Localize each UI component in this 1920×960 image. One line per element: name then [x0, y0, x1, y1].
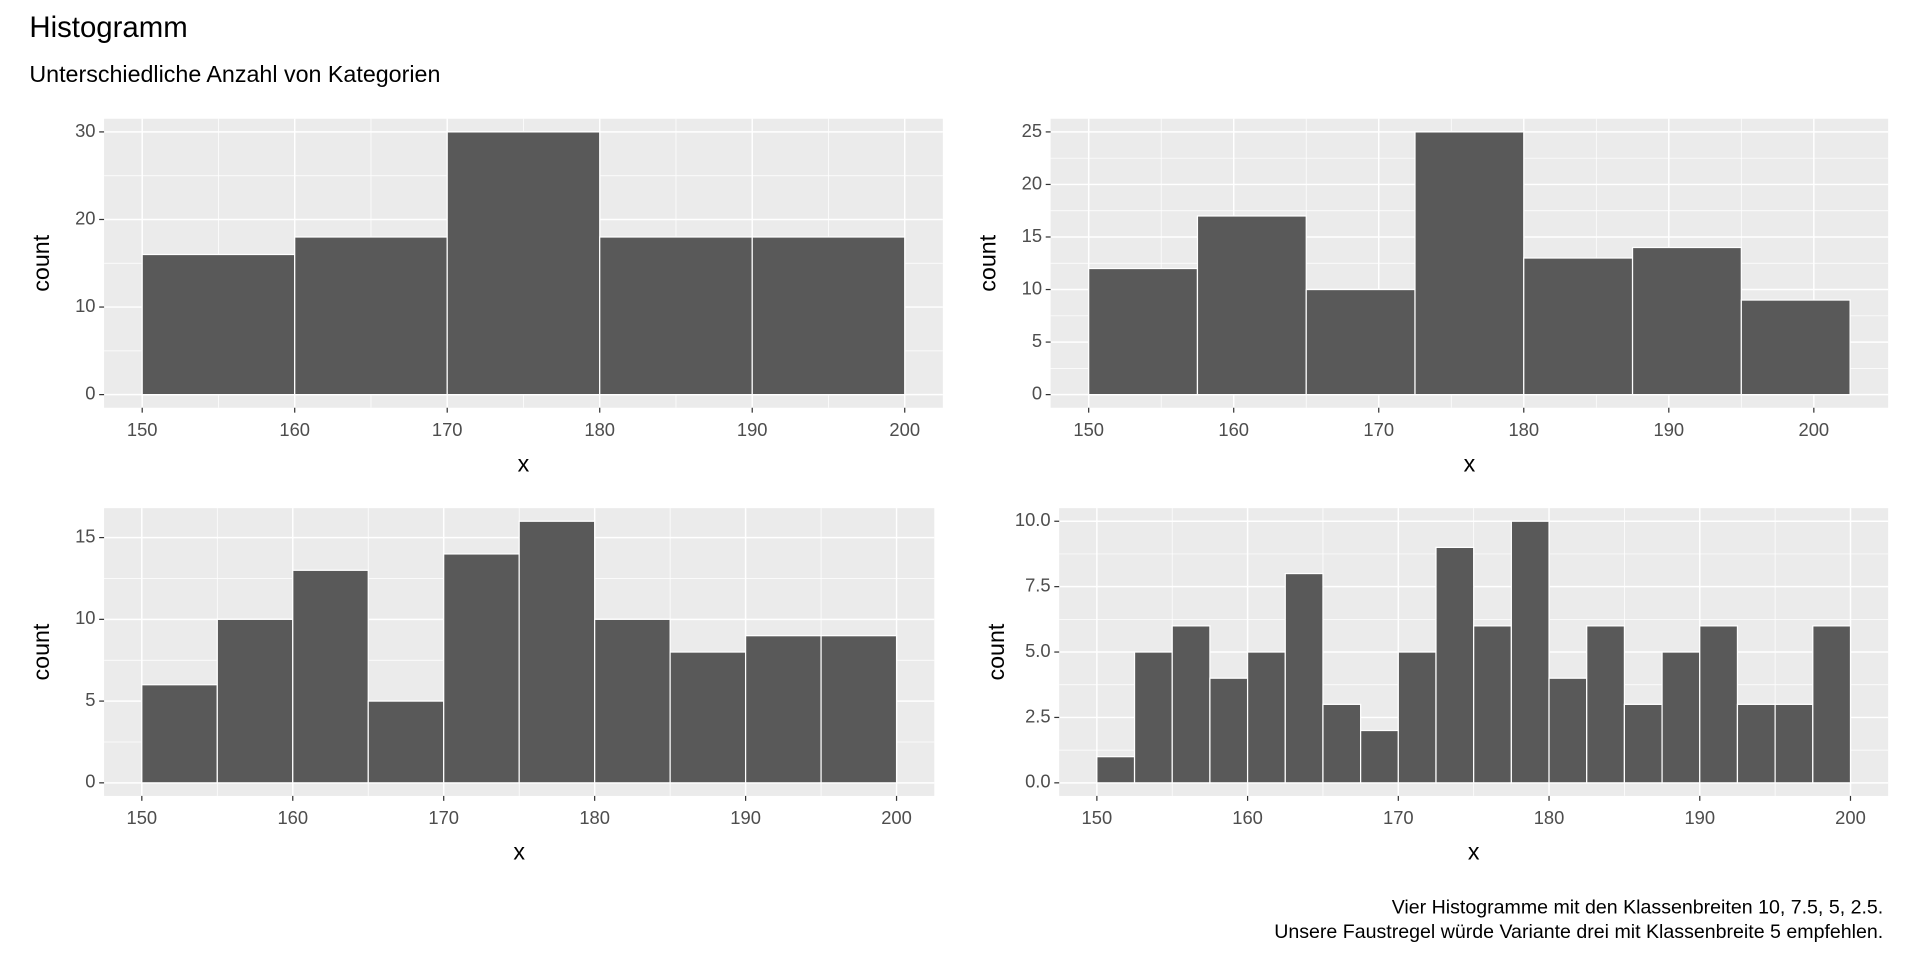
x-tick-label: 200 [1799, 419, 1830, 440]
y-axis-title: count [28, 234, 54, 291]
histogram-bar [1397, 651, 1437, 784]
x-tick-label: 170 [432, 419, 463, 440]
y-tick-label: 5 [85, 689, 95, 710]
histogram-bar [446, 131, 601, 396]
x-axis-title: x [513, 839, 525, 865]
x-tick-label: 190 [1684, 807, 1715, 828]
histogram-bar [820, 635, 898, 784]
histogram-bar [1322, 703, 1362, 784]
histogram-bar [367, 700, 445, 784]
x-axis-title: x [1464, 450, 1476, 476]
x-tick-label: 150 [1082, 807, 1113, 828]
y-tick-label: 5 [1032, 330, 1042, 351]
caption: Unsere Faustregel würde Variante drei mi… [1274, 921, 1883, 943]
x-tick-label: 200 [889, 419, 920, 440]
histogram-bar [1088, 267, 1199, 396]
histogram-bar [1473, 625, 1512, 784]
histogram-bar [141, 253, 296, 396]
x-tick-label: 160 [1232, 807, 1263, 828]
histogram-bar [1812, 625, 1852, 784]
histogram-bar [216, 618, 294, 784]
x-tick-label: 150 [1073, 419, 1104, 440]
histogram-bar [1246, 651, 1286, 784]
x-tick-label: 150 [127, 419, 158, 440]
histogram-bar [1284, 572, 1324, 784]
y-tick-label: 5.0 [1025, 640, 1051, 661]
histogram-bar [594, 618, 671, 784]
histogram-bar [1548, 677, 1588, 784]
x-tick-label: 190 [730, 807, 761, 828]
histogram-bar [141, 684, 218, 784]
x-tick-label: 200 [881, 807, 912, 828]
y-tick-label: 0 [85, 382, 95, 403]
histogram-bar [751, 236, 906, 396]
x-tick-label: 160 [279, 419, 310, 440]
histogram-bar [1133, 651, 1173, 784]
y-tick-label: 15 [1022, 225, 1042, 246]
histogram-bar [518, 520, 596, 784]
histogram-bar [1096, 756, 1136, 784]
histogram-bar [1623, 703, 1663, 784]
y-tick-label: 30 [75, 120, 95, 141]
x-tick-label: 160 [1218, 419, 1249, 440]
histogram-bar [1510, 520, 1550, 784]
histogram-bar [292, 569, 369, 784]
histogram-bar [744, 635, 822, 784]
histogram-bar [1209, 677, 1249, 784]
x-axis-title: x [1468, 839, 1480, 865]
histogram-bar [1435, 546, 1475, 784]
x-tick-label: 160 [277, 807, 308, 828]
x-tick-label: 190 [737, 419, 768, 440]
x-tick-label: 170 [1383, 807, 1414, 828]
histogram-bar [1740, 299, 1851, 396]
histogram-bar [1586, 625, 1626, 784]
x-axis-title: x [518, 450, 530, 476]
caption: Vier Histogramme mit den Klassenbreiten … [1392, 897, 1884, 919]
histogram-bar [1661, 651, 1701, 784]
figure-subtitle: Unterschiedliche Anzahl von Kategorien [29, 61, 440, 87]
x-tick-label: 180 [1534, 807, 1565, 828]
histogram-bar [1414, 131, 1525, 396]
y-tick-label: 10 [1022, 277, 1042, 298]
x-tick-label: 200 [1835, 807, 1866, 828]
y-tick-label: 20 [75, 207, 95, 228]
histogram-bar [1631, 246, 1742, 396]
histogram-bar [1736, 703, 1776, 784]
histogram-bar [1699, 625, 1739, 784]
y-tick-label: 10 [75, 295, 95, 316]
y-axis-title: count [975, 234, 1001, 291]
x-tick-label: 170 [1363, 419, 1394, 440]
histogram-bar [443, 553, 520, 784]
histogram-bar [1171, 625, 1211, 784]
y-axis-title: count [983, 623, 1009, 680]
y-tick-label: 10.0 [1015, 509, 1051, 530]
y-tick-label: 20 [1022, 172, 1042, 193]
y-tick-label: 0.0 [1025, 771, 1051, 792]
x-tick-label: 180 [579, 807, 610, 828]
x-tick-label: 190 [1653, 419, 1684, 440]
histogram-bar [1305, 288, 1416, 396]
y-axis-title: count [28, 623, 54, 680]
y-tick-label: 15 [75, 525, 95, 546]
figure-title: Histogramm [29, 11, 187, 44]
histogram-bar [294, 236, 448, 396]
histogram-bar [1196, 215, 1307, 396]
histogram-bar [669, 651, 747, 784]
y-tick-label: 0 [85, 771, 95, 792]
y-tick-label: 25 [1022, 120, 1042, 141]
y-tick-label: 0 [1032, 382, 1042, 403]
y-tick-label: 7.5 [1025, 574, 1051, 595]
histogram-bar [599, 236, 753, 396]
x-tick-label: 180 [1508, 419, 1539, 440]
x-tick-label: 150 [126, 807, 157, 828]
histogram-bar [1774, 703, 1814, 784]
histogram-bar [1360, 729, 1399, 784]
histogram-bar [1523, 257, 1634, 396]
x-tick-label: 180 [584, 419, 615, 440]
y-tick-label: 10 [75, 607, 95, 628]
y-tick-label: 2.5 [1025, 705, 1051, 726]
x-tick-label: 170 [428, 807, 459, 828]
